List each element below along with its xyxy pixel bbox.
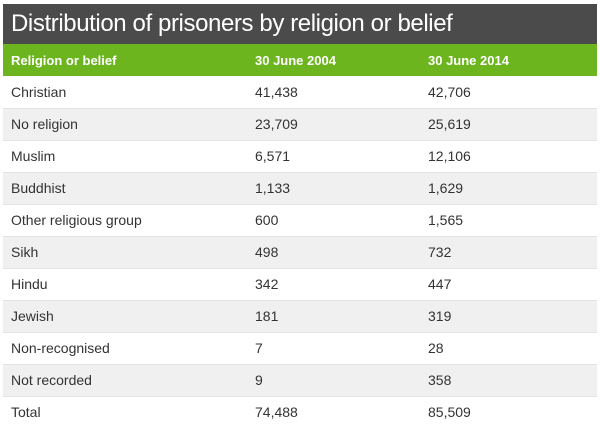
table-row: Non-recognised 7 28 [3, 332, 597, 365]
value-2004-cell: 181 [247, 300, 420, 333]
value-2014-cell: 12,106 [420, 140, 597, 173]
value-2004-cell: 1,133 [247, 172, 420, 205]
value-2004-cell: 41,438 [247, 76, 420, 109]
value-2004-cell: 600 [247, 204, 420, 237]
table-row: No religion 23,709 25,619 [3, 108, 597, 141]
value-2004-cell: 6,571 [247, 140, 420, 173]
column-header-2004: 30 June 2004 [255, 52, 336, 68]
value-2004-cell: 7 [247, 332, 420, 365]
table-row: Sikh 498 732 [3, 236, 597, 269]
table-row: Hindu 342 447 [3, 268, 597, 301]
table-header-row: Religion or belief 30 June 2004 30 June … [3, 44, 597, 76]
value-2014-cell: 1,565 [420, 204, 597, 237]
religion-cell: Total [11, 404, 41, 421]
value-2004-cell: 498 [247, 236, 420, 269]
religion-cell: Christian [3, 76, 247, 109]
value-2014-cell: 28 [420, 332, 597, 365]
value-2004-cell: 23,709 [247, 108, 420, 141]
value-2014-cell: 319 [420, 300, 597, 333]
value-2004-cell: 74,488 [255, 404, 298, 421]
religion-cell: Other religious group [3, 204, 247, 237]
table-title: Distribution of prisoners by religion or… [11, 10, 453, 37]
value-2014-cell: 732 [420, 236, 597, 269]
religion-cell: Muslim [3, 140, 247, 173]
table-row: Buddhist 1,133 1,629 [3, 172, 597, 205]
value-2014-cell: 42,706 [420, 76, 597, 109]
religion-cell: Not recorded [3, 364, 247, 397]
religion-cell: Sikh [3, 236, 247, 269]
title-bar: Distribution of prisoners by religion or… [3, 4, 597, 44]
religion-cell: Non-recognised [3, 332, 247, 365]
column-header-2014: 30 June 2014 [428, 52, 509, 68]
table-row: Not recorded 9 358 [3, 364, 597, 397]
value-2014-cell: 85,509 [428, 404, 471, 421]
table-row: Other religious group 600 1,565 [3, 204, 597, 237]
column-header-religion: Religion or belief [11, 52, 117, 68]
religion-cell: Jewish [3, 300, 247, 333]
table-row: Christian 41,438 42,706 [3, 76, 597, 109]
religion-cell: Hindu [3, 268, 247, 301]
table-body: Christian 41,438 42,706 No religion 23,709 25… [3, 76, 597, 428]
religion-cell: Buddhist [3, 172, 247, 205]
table-row: Total 74,488 85,509 [3, 396, 597, 428]
value-2014-cell: 1,629 [420, 172, 597, 205]
table-row: Muslim 6,571 12,106 [3, 140, 597, 173]
value-2014-cell: 25,619 [420, 108, 597, 141]
value-2014-cell: 358 [420, 364, 597, 397]
prisoners-table: Religion or belief 30 June 2004 30 June … [3, 44, 597, 428]
table-container: Distribution of prisoners by religion or… [3, 4, 597, 428]
table-row: Jewish 181 319 [3, 300, 597, 333]
value-2004-cell: 9 [247, 364, 420, 397]
value-2004-cell: 342 [247, 268, 420, 301]
religion-cell: No religion [3, 108, 247, 141]
value-2014-cell: 447 [420, 268, 597, 301]
